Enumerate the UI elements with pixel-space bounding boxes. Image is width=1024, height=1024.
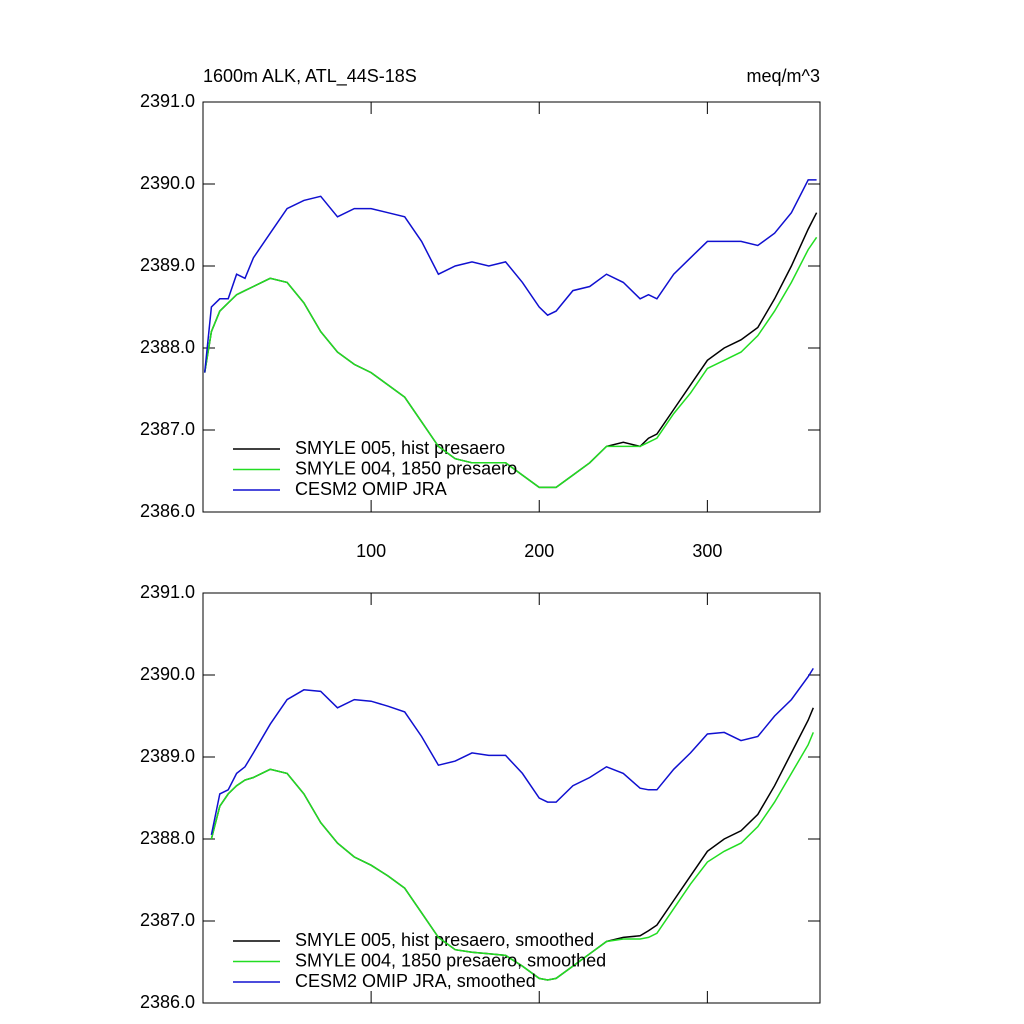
x-tick-label: 200 [524,541,554,561]
plot-frame [202,101,821,513]
y-tick-label: 2390.0 [140,173,195,193]
x-tick-label: 300 [692,541,722,561]
y-tick-label: 2388.0 [140,337,195,357]
y-tick-label: 2386.0 [140,992,195,1012]
y-tick-label: 2389.0 [140,746,195,766]
y-tick-label: 2387.0 [140,419,195,439]
legend-label: CESM2 OMIP JRA, smoothed [295,971,536,991]
units-label: meq/m^3 [747,66,820,86]
legend-label: SMYLE 004, 1850 presaero, smoothed [295,950,606,970]
series-line [210,732,814,981]
series-line [203,236,818,489]
legend-label: CESM2 OMIP JRA [295,479,447,499]
y-tick-label: 2386.0 [140,501,195,521]
y-tick-label: 2391.0 [140,582,195,602]
legend-label: SMYLE 005, hist presaero [295,438,505,458]
y-tick-label: 2388.0 [140,828,195,848]
plot-frame [202,592,821,1004]
y-tick-label: 2387.0 [140,910,195,930]
y-tick-label: 2390.0 [140,664,195,684]
chart-title: 1600m ALK, ATL_44S-18S [203,66,417,87]
legend-label: SMYLE 005, hist presaero, smoothed [295,930,594,950]
y-tick-label: 2391.0 [140,91,195,111]
x-tick-label: 100 [356,541,386,561]
legend-label: SMYLE 004, 1850 presaero [295,458,517,478]
series-line [203,179,817,373]
y-tick-label: 2389.0 [140,255,195,275]
series-line [210,668,814,836]
